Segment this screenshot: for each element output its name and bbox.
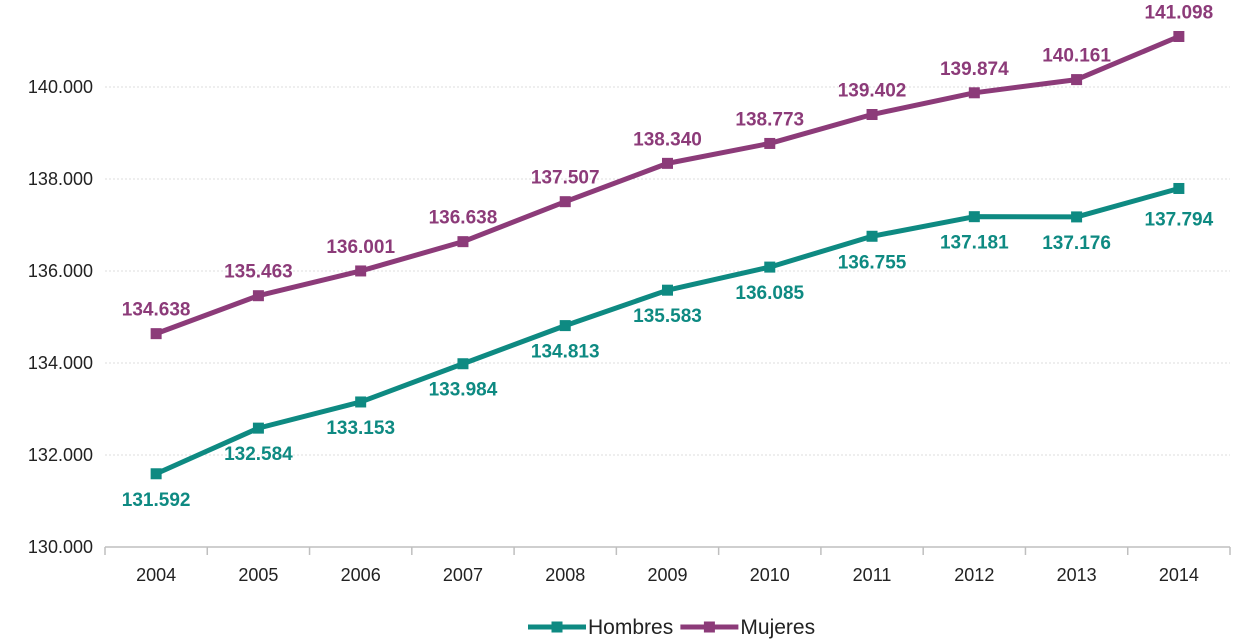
legend-item-hombres: Hombres [528,616,673,639]
legend-label: Mujeres [740,616,815,639]
x-tick-label: 2010 [750,565,790,585]
data-point [252,422,264,434]
data-point [150,328,162,340]
data-label: 133.153 [326,418,395,439]
legend-item-mujeres: Mujeres [680,616,815,639]
y-tick-label: 138.000 [28,169,93,189]
x-tick-label: 2004 [136,565,176,585]
data-label: 140.161 [1042,46,1111,67]
data-point [1071,211,1083,223]
data-point [1173,182,1185,194]
data-label: 139.874 [940,59,1009,80]
data-label: 136.001 [326,237,395,258]
data-point [968,211,980,223]
x-tick-label: 2007 [443,565,483,585]
data-point [1173,30,1185,42]
x-tick-label: 2011 [853,565,892,585]
data-label: 138.773 [735,109,804,130]
data-point [1071,74,1083,86]
y-tick-label: 136.000 [28,261,93,281]
x-tick-label: 2005 [238,565,278,585]
data-label: 141.098 [1145,2,1214,23]
data-label: 132.584 [224,444,293,465]
series-group: 131.592 132.584 133.153 133.984 134.813 135.5… [122,2,1214,510]
series-hombres: 131.592 132.584 133.153 133.984 134.813 135.5… [122,182,1214,511]
data-label: 131.592 [122,490,191,511]
data-label: 136.085 [735,283,804,304]
data-label: 136.755 [838,252,907,273]
series-line [155,186,1180,477]
data-point [457,358,469,370]
series-mujeres: 134.638 135.463 136.001 136.638 137.507 138.3… [122,2,1214,340]
data-point [968,87,980,99]
data-label: 139.402 [838,81,907,102]
data-point [662,157,673,169]
data-point [866,109,878,121]
data-label: 137.181 [940,233,1009,254]
x-tick-label: 2014 [1159,565,1199,585]
x-tick-label: 2006 [341,565,381,585]
data-label: 138.340 [633,129,702,150]
data-point [866,230,878,242]
y-tick-label: 134.000 [28,353,93,373]
data-label: 134.813 [531,342,600,363]
legend-label: Hombres [588,616,673,639]
legend-marker [551,621,563,633]
x-tick-label: 2009 [647,565,687,585]
legend-marker [703,621,715,633]
data-point [559,320,571,332]
y-tick-label: 132.000 [28,445,93,465]
data-point [662,284,673,296]
data-label: 137.176 [1042,233,1111,254]
y-tick-label: 140.000 [28,77,93,97]
data-label: 137.507 [531,168,600,189]
data-point [457,236,469,248]
x-tick-label: 2013 [1057,565,1097,585]
x-tick-label: 2012 [954,565,994,585]
data-point [764,261,776,273]
y-tick-label: 130.000 [28,537,93,557]
data-label: 135.583 [633,306,702,327]
data-label: 137.794 [1145,209,1214,230]
data-label: 136.638 [429,208,498,229]
data-point [764,137,776,149]
data-point [355,265,367,277]
data-point [355,396,367,408]
gridlines [105,86,1230,456]
data-point [559,196,571,208]
data-label: 134.638 [122,300,191,321]
data-point [150,468,162,480]
data-point [252,290,264,302]
data-label: 135.463 [224,262,293,283]
data-label: 133.984 [429,380,498,401]
axes: 130.000 132.000 134.000 136.000 138.000 140.0… [28,77,1231,585]
legend: Hombres Mujeres [528,616,815,639]
x-tick-label: 2008 [545,565,585,585]
